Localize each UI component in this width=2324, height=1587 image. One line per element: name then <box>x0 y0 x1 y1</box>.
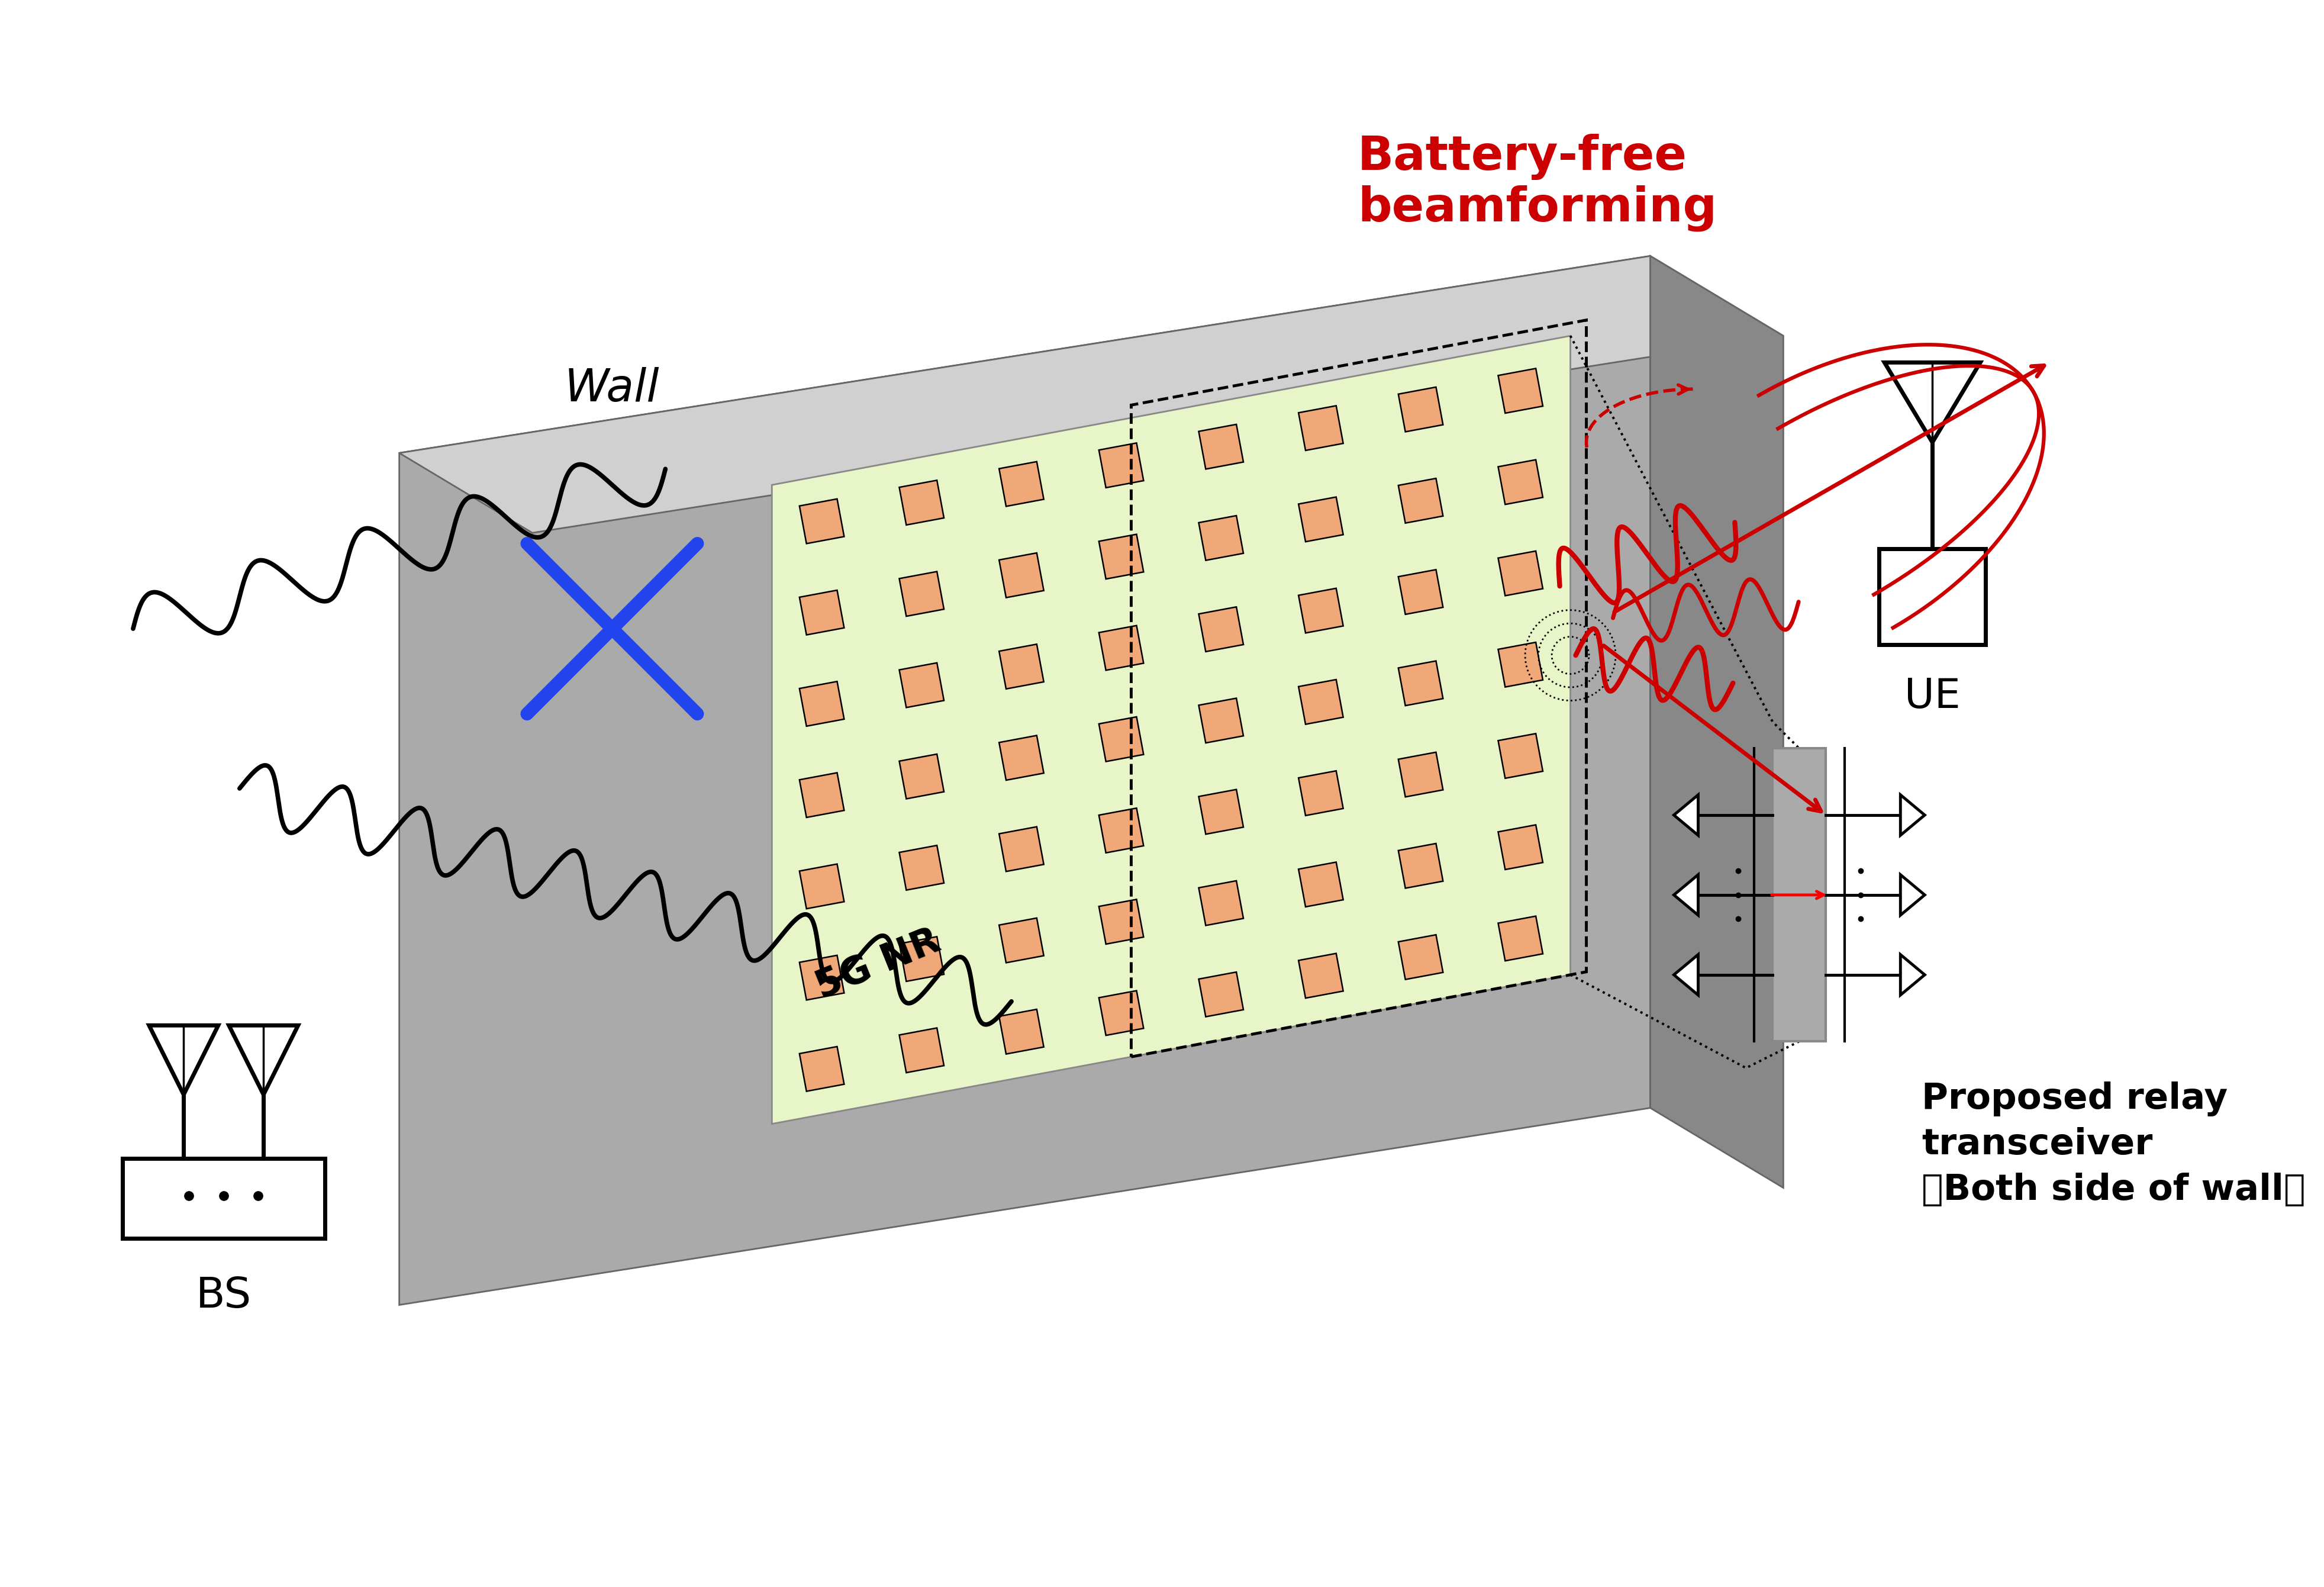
Polygon shape <box>899 481 944 525</box>
Polygon shape <box>1901 954 1924 995</box>
Polygon shape <box>1199 606 1243 652</box>
Polygon shape <box>1199 516 1243 560</box>
Polygon shape <box>1399 387 1443 432</box>
Polygon shape <box>1299 679 1343 724</box>
Polygon shape <box>772 336 1571 1124</box>
Polygon shape <box>1299 406 1343 451</box>
Polygon shape <box>1901 874 1924 916</box>
Polygon shape <box>1499 368 1543 413</box>
Polygon shape <box>1499 643 1543 687</box>
Polygon shape <box>1673 874 1699 916</box>
Polygon shape <box>1499 733 1543 778</box>
Polygon shape <box>400 256 1650 1305</box>
Text: UE: UE <box>1903 676 1961 716</box>
Polygon shape <box>999 462 1043 506</box>
Polygon shape <box>799 773 844 817</box>
Polygon shape <box>1099 990 1143 1035</box>
Polygon shape <box>1499 551 1543 595</box>
Polygon shape <box>1673 954 1699 995</box>
Polygon shape <box>999 552 1043 598</box>
Polygon shape <box>1099 443 1143 487</box>
Polygon shape <box>1199 789 1243 835</box>
Polygon shape <box>149 1025 218 1095</box>
Polygon shape <box>899 663 944 708</box>
Polygon shape <box>1673 795 1699 835</box>
Polygon shape <box>799 590 844 635</box>
Polygon shape <box>999 917 1043 963</box>
Polygon shape <box>1650 256 1783 1187</box>
Bar <box>123 1159 325 1238</box>
Polygon shape <box>1299 954 1343 998</box>
Polygon shape <box>999 827 1043 871</box>
Polygon shape <box>228 1025 297 1095</box>
Polygon shape <box>1399 935 1443 979</box>
Polygon shape <box>999 644 1043 689</box>
Polygon shape <box>1499 825 1543 870</box>
Text: Proposed relay
transceiver
（Both side of wall）: Proposed relay transceiver （Both side of… <box>1922 1081 2305 1208</box>
Polygon shape <box>1099 900 1143 944</box>
Polygon shape <box>1399 570 1443 614</box>
Polygon shape <box>1399 843 1443 889</box>
Polygon shape <box>899 1028 944 1073</box>
Polygon shape <box>400 256 1783 533</box>
Polygon shape <box>1499 916 1543 960</box>
Polygon shape <box>1299 862 1343 906</box>
Polygon shape <box>1299 497 1343 541</box>
Polygon shape <box>899 571 944 616</box>
Polygon shape <box>999 735 1043 781</box>
Text: 5G NR: 5G NR <box>811 922 946 1006</box>
Polygon shape <box>1199 698 1243 743</box>
Bar <box>1880 549 1985 644</box>
Polygon shape <box>1885 362 1980 443</box>
Polygon shape <box>799 1046 844 1092</box>
Polygon shape <box>1299 589 1343 633</box>
Text: Wall: Wall <box>565 367 660 411</box>
Polygon shape <box>1299 771 1343 816</box>
Polygon shape <box>899 846 944 890</box>
Polygon shape <box>899 936 944 981</box>
Polygon shape <box>1399 660 1443 706</box>
Polygon shape <box>799 955 844 1000</box>
Polygon shape <box>1199 971 1243 1017</box>
Text: Battery-free
beamforming: Battery-free beamforming <box>1357 133 1717 232</box>
Polygon shape <box>799 863 844 909</box>
Polygon shape <box>1099 625 1143 670</box>
Polygon shape <box>1399 752 1443 797</box>
Polygon shape <box>799 681 844 727</box>
Polygon shape <box>799 498 844 544</box>
Polygon shape <box>1399 478 1443 524</box>
Polygon shape <box>1901 795 1924 835</box>
Polygon shape <box>1199 424 1243 470</box>
Polygon shape <box>1199 881 1243 925</box>
Bar <box>1773 749 1827 1041</box>
Text: BS: BS <box>195 1276 251 1317</box>
Polygon shape <box>1099 535 1143 579</box>
Polygon shape <box>1499 460 1543 505</box>
Polygon shape <box>999 1009 1043 1054</box>
Polygon shape <box>1099 808 1143 852</box>
Polygon shape <box>1099 717 1143 762</box>
Polygon shape <box>899 754 944 798</box>
